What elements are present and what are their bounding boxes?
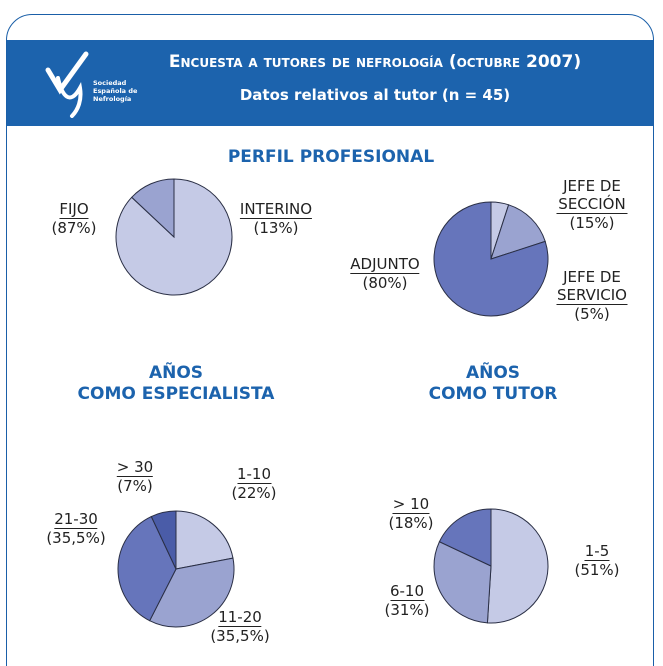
header-band bbox=[7, 40, 653, 126]
slice-category: ADJUNTO bbox=[350, 255, 420, 274]
slice-category: FIJO bbox=[59, 200, 89, 219]
slice-category: 1-10 bbox=[236, 465, 272, 484]
slice-label: ADJUNTO (80%) bbox=[350, 255, 420, 292]
pie-slice bbox=[131, 178, 175, 239]
frame bbox=[6, 14, 654, 666]
pie-slice bbox=[150, 510, 177, 570]
subtitle: Datos relativos al tutor (n = 45) bbox=[239, 86, 511, 104]
logo bbox=[45, 51, 89, 118]
slice-value: (80%) bbox=[362, 274, 408, 292]
pie-slice bbox=[433, 201, 549, 317]
slice-label: > 10 (18%) bbox=[388, 495, 433, 532]
slice-value: (5%) bbox=[574, 305, 610, 323]
slice-category: 6-10 bbox=[389, 582, 425, 601]
section-title: PERFIL PROFESIONAL bbox=[227, 147, 435, 167]
slice-label: 1-5 (51%) bbox=[574, 542, 619, 579]
slice-category: 1-5 bbox=[584, 542, 610, 561]
slice-label: 6-10 (31%) bbox=[384, 582, 429, 619]
slice-category: > 30 bbox=[116, 458, 154, 477]
slice-label: > 30 (7%) bbox=[116, 458, 154, 495]
slice-value: (35,5%) bbox=[210, 627, 270, 645]
chart-title: AÑOS COMO TUTOR bbox=[428, 363, 558, 404]
slice-value: (18%) bbox=[388, 514, 434, 532]
title: Encuesta a tutores de nefrología (octubr… bbox=[168, 52, 582, 72]
slice-value: (51%) bbox=[574, 561, 620, 579]
slice-label: 1-10 (22%) bbox=[231, 465, 276, 502]
pie-slice bbox=[486, 508, 549, 624]
slice-label: 11-20 (35,5%) bbox=[210, 608, 269, 645]
chart-title: AÑOS COMO ESPECIALISTA bbox=[77, 363, 275, 404]
pie-slice bbox=[117, 515, 177, 622]
slice-category: 11-20 bbox=[218, 608, 262, 627]
slice-value: (13%) bbox=[253, 219, 299, 237]
pie-slice bbox=[175, 510, 234, 570]
slice-category: INTERINO bbox=[239, 200, 313, 219]
slice-value: (22%) bbox=[231, 484, 277, 502]
slice-category: JEFE DE SERVICIO bbox=[556, 268, 628, 305]
slice-value: (31%) bbox=[384, 601, 430, 619]
slice-value: (35,5%) bbox=[46, 529, 106, 547]
pie-slice bbox=[148, 557, 235, 628]
slice-label: INTERINO (13%) bbox=[239, 200, 313, 237]
slice-value: (7%) bbox=[117, 477, 153, 495]
slice-label: FIJO (87%) bbox=[51, 200, 96, 237]
slice-category: JEFE DE SECCIÓN bbox=[556, 177, 628, 214]
slice-category: 21-30 bbox=[54, 510, 98, 529]
slice-value: (15%) bbox=[569, 214, 615, 232]
slice-value: (87%) bbox=[51, 219, 97, 237]
logo-text: Sociedad Española de Nefrología bbox=[93, 79, 138, 103]
slice-label: 21-30 (35,5%) bbox=[46, 510, 105, 547]
slice-label: JEFE DE SECCIÓN (15%) bbox=[556, 177, 628, 232]
slice-label: JEFE DE SERVICIO (5%) bbox=[556, 268, 628, 323]
pie-slice bbox=[433, 541, 492, 624]
pie-slice bbox=[438, 508, 492, 567]
slice-category: > 10 bbox=[392, 495, 430, 514]
